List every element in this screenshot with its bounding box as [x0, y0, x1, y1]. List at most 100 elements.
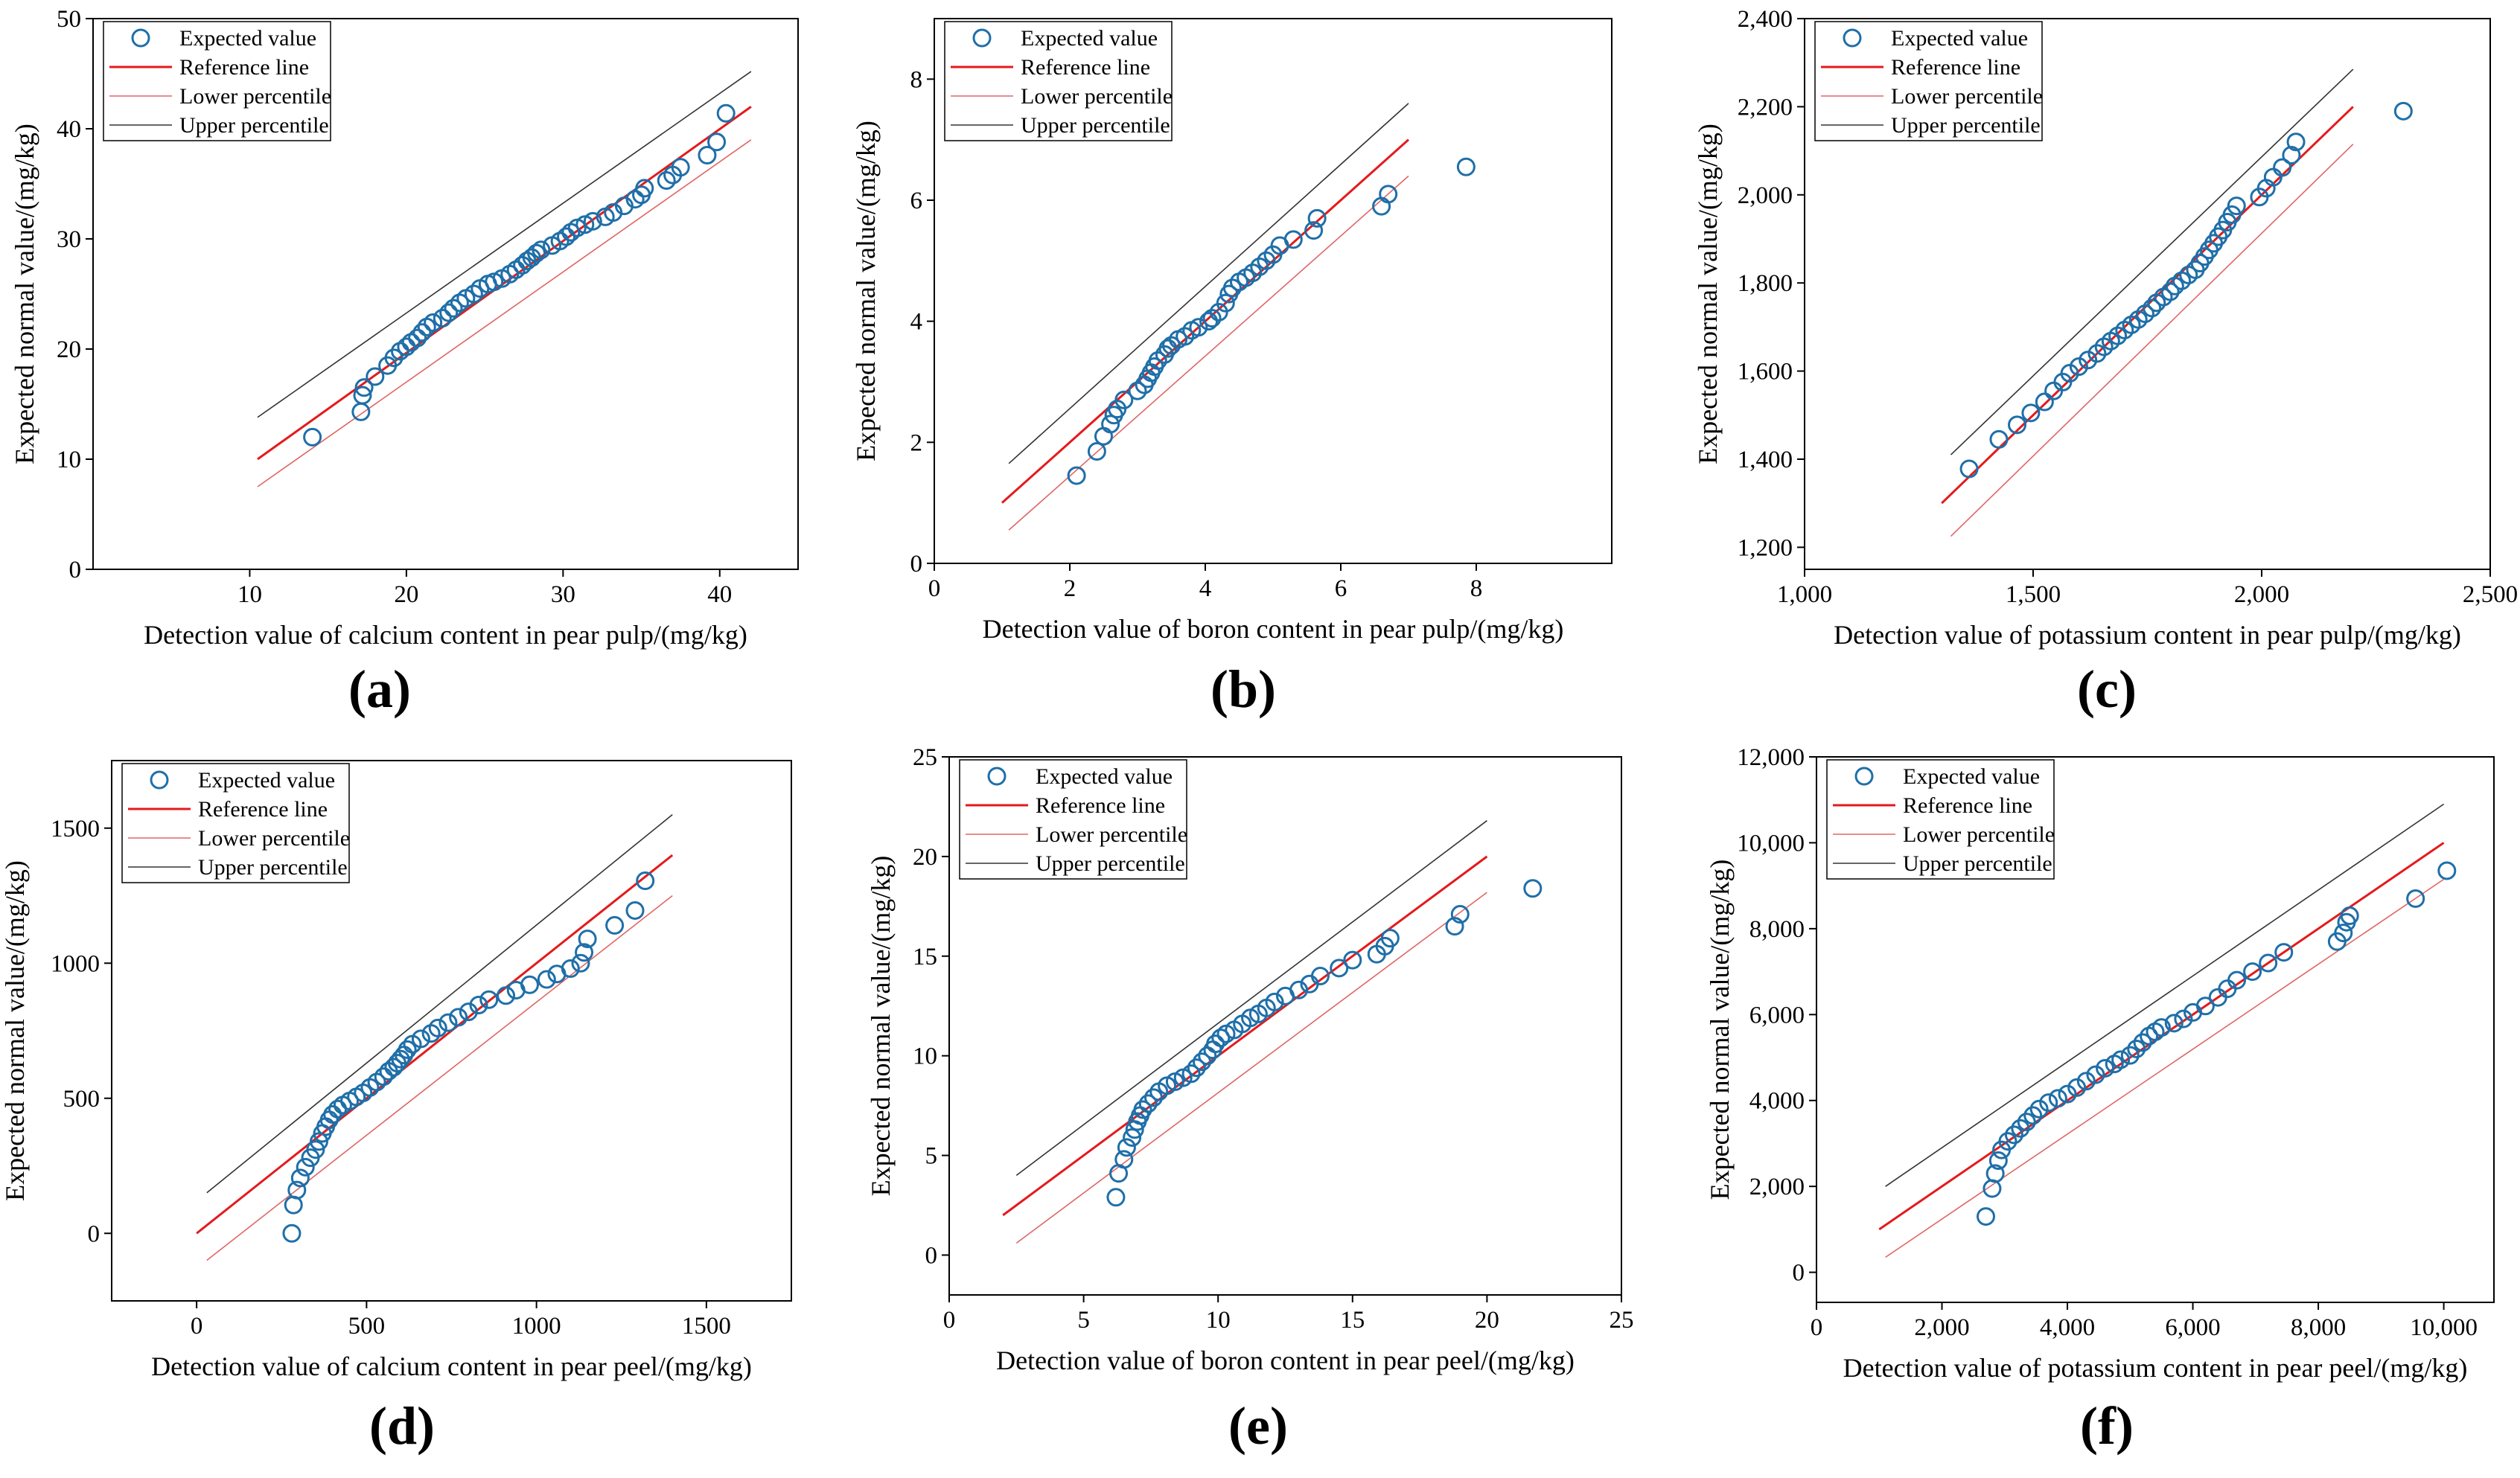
y-axis-title: Expected normal value/(mg/kg)	[1693, 124, 1723, 464]
data-point	[287, 1180, 307, 1200]
y-tick-label: 0	[1793, 1260, 1805, 1287]
y-tick-label: 6	[910, 188, 923, 214]
y-tick-label: 25	[913, 744, 937, 771]
data-point	[438, 1013, 458, 1032]
data-point	[303, 427, 322, 447]
x-tick-label: 0	[943, 1307, 956, 1334]
x-tick-label: 30	[551, 581, 575, 608]
data-point	[575, 943, 594, 962]
data-point	[464, 284, 483, 304]
legend-upper-label: Upper percentile	[1903, 851, 2052, 876]
data-point	[2340, 906, 2359, 926]
legend-box	[121, 763, 350, 883]
legend-expected-label: Expected value	[1891, 26, 2028, 51]
legend-expected-label: Expected value	[1903, 764, 2040, 789]
y-tick-label: 1,200	[1738, 534, 1793, 561]
y-tick-label: 0	[69, 557, 82, 583]
data-point	[2437, 861, 2457, 880]
data-point	[532, 240, 551, 260]
legend-box	[1826, 759, 2055, 880]
data-point	[605, 915, 625, 935]
data-point	[2076, 1072, 2096, 1091]
y-tick-label: 4	[910, 309, 923, 336]
data-point	[412, 323, 432, 342]
panel-label: (d)	[369, 1396, 435, 1456]
data-point	[707, 132, 727, 152]
data-point	[282, 1223, 302, 1243]
data-point	[1985, 1164, 2005, 1183]
legend: Expected value Reference line Lower percen…	[1826, 759, 2055, 880]
y-tick-label: 1,400	[1738, 447, 1793, 473]
legend-reference-label: Reference line	[1891, 55, 2020, 80]
legend-marker-icon	[131, 28, 150, 48]
data-point	[1380, 929, 1400, 948]
data-point	[636, 871, 655, 891]
data-point	[439, 303, 459, 322]
data-point	[391, 1049, 410, 1069]
legend-lower-label: Lower percentile	[179, 84, 331, 109]
data-point	[411, 1029, 430, 1049]
lower-percentile-line	[1885, 878, 2445, 1258]
legend-box	[944, 21, 1173, 141]
data-point	[479, 990, 499, 1009]
data-point	[1101, 415, 1120, 434]
upper-percentile-line	[206, 813, 673, 1194]
x-tick-label: 15	[1340, 1307, 1365, 1334]
data-point	[1283, 230, 1303, 249]
legend-box	[1814, 21, 2043, 141]
plot-frame	[934, 18, 1613, 564]
data-point	[459, 1002, 478, 1022]
data-point	[1304, 221, 1324, 240]
data-point	[1988, 1151, 2008, 1171]
x-tick-label: 10	[1206, 1307, 1231, 1334]
data-point	[578, 930, 597, 949]
x-tick-label: 25	[1610, 1307, 1634, 1334]
legend-reference-label: Reference line	[198, 797, 328, 822]
x-tick-label: 0	[928, 575, 941, 602]
y-tick-label: 1000	[51, 950, 100, 977]
x-axis-title: Detection value of potassium content in …	[1843, 1353, 2468, 1383]
x-tick-label: 2,500	[2463, 581, 2518, 608]
legend-upper-label: Upper percentile	[179, 113, 329, 138]
data-point	[1216, 293, 1235, 313]
lower-percentile-line	[206, 895, 673, 1261]
y-tick-label: 500	[63, 1086, 101, 1113]
x-tick-label: 5	[1077, 1307, 1090, 1334]
data-point	[716, 103, 736, 123]
legend-expected-label: Expected value	[179, 26, 316, 51]
lower-percentile-line	[1008, 175, 1409, 531]
data-point	[2174, 1009, 2193, 1028]
legend-reference-label: Reference line	[1021, 55, 1150, 80]
data-point	[2087, 344, 2107, 363]
data-point	[374, 1067, 393, 1087]
data-point	[2011, 1119, 2030, 1138]
upper-percentile-line	[1885, 803, 2445, 1187]
data-point	[2029, 1099, 2049, 1119]
data-point	[2048, 1089, 2067, 1108]
y-tick-label: 0	[910, 551, 923, 578]
plot-frame	[1816, 756, 2495, 1303]
data-point	[2227, 196, 2246, 216]
y-tick-label: 30	[57, 226, 81, 253]
legend: Expected value Reference line Lower percen…	[959, 759, 1187, 880]
y-tick-label: 4,000	[1749, 1088, 1805, 1115]
x-tick-label: 0	[191, 1313, 203, 1340]
data-point	[1307, 208, 1327, 228]
x-tick-label: 0	[1811, 1314, 1823, 1341]
data-point	[306, 1140, 325, 1159]
data-point	[408, 328, 427, 348]
data-point	[2151, 1018, 2171, 1037]
data-point	[384, 348, 403, 368]
data-point	[1445, 917, 1464, 936]
y-tick-label: 10	[57, 447, 81, 473]
data-point	[520, 975, 539, 994]
data-point	[2243, 962, 2262, 982]
legend-reference-label: Reference line	[1903, 793, 2032, 818]
legend-lower-label: Lower percentile	[1903, 822, 2055, 847]
data-point	[2259, 953, 2278, 973]
lower-percentile-line	[1015, 892, 1487, 1244]
data-point	[1989, 429, 2009, 449]
upper-percentile-line	[1950, 68, 2354, 455]
y-tick-label: 6,000	[1749, 1002, 1805, 1028]
